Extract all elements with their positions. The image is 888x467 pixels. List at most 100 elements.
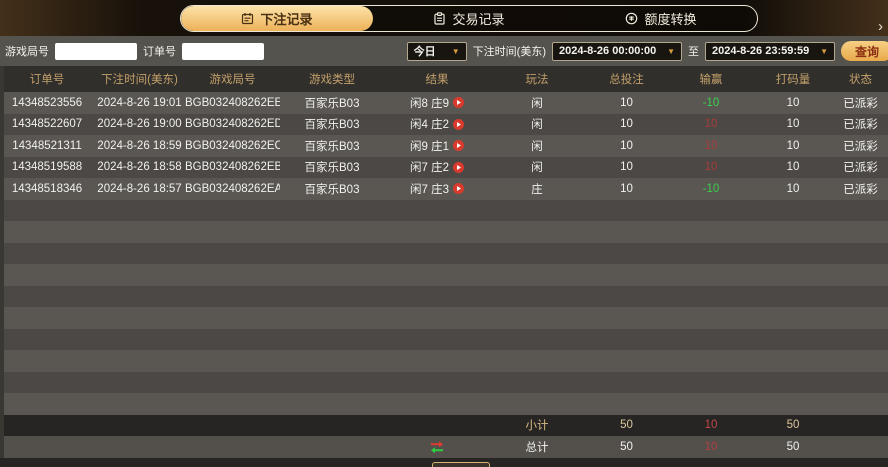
- cell-win-loss: 10: [704, 118, 718, 131]
- subtotal-win-loss: 10: [704, 419, 718, 432]
- header-bet-time: 下注时间(美东): [101, 74, 178, 86]
- bottom-strip: [0, 457, 888, 467]
- order-no-input[interactable]: [182, 42, 264, 60]
- chevron-down-icon: ▼: [820, 46, 828, 56]
- header-win-loss: 输赢: [699, 74, 723, 86]
- empty-row: [0, 393, 888, 415]
- subtotal-total-bet: 50: [620, 419, 633, 432]
- tab-label: 交易记录: [452, 11, 505, 27]
- bet-records-icon: [241, 12, 254, 25]
- empty-row: [0, 307, 888, 329]
- cell-order-no: 14348519588: [11, 161, 83, 174]
- tab-label: 额度转换: [644, 11, 697, 27]
- cell-total-bet: 10: [620, 118, 633, 131]
- tab-bet-records[interactable]: 下注记录: [181, 5, 373, 31]
- game-round-input[interactable]: [55, 42, 137, 60]
- header-turnover: 打码量: [775, 74, 811, 86]
- table-header-row: 订单号 下注时间(美东) 游戏局号 游戏类型 结果 玩法 总投注 输赢 打码量 …: [0, 66, 888, 92]
- result-text: 闲4 庄2: [410, 119, 449, 132]
- subtotal-label: 小计: [525, 420, 549, 433]
- cell-play: 闲: [531, 119, 543, 132]
- cell-win-loss: -10: [702, 96, 720, 109]
- transaction-records-icon: [433, 11, 446, 25]
- tab-transaction-records[interactable]: 交易记录: [373, 6, 565, 31]
- result-text: 闲9 庄1: [410, 140, 449, 153]
- cell-result: 闲7 庄2: [384, 159, 490, 175]
- total-total-bet: 50: [620, 440, 633, 453]
- to-label: 至: [688, 46, 699, 58]
- cell-round-no: BGB032408262ED: [185, 118, 280, 131]
- cell-status: 已派彩: [843, 140, 878, 153]
- cell-play: 闲: [531, 97, 543, 110]
- chevron-down-icon: ▼: [667, 46, 675, 56]
- cell-round-no: BGB032408262EC: [185, 139, 280, 152]
- empty-row: [0, 328, 888, 350]
- subtotal-row: 小计 50 10 50: [0, 414, 888, 436]
- quick-range-select[interactable]: 今日 ▼: [406, 41, 467, 61]
- tab-label: 下注记录: [260, 11, 313, 27]
- header-status: 状态: [849, 74, 872, 86]
- cell-bet-time: 2024-8-26 19:00: [97, 118, 182, 131]
- cell-game-type: 百家乐B03: [304, 183, 360, 196]
- pagination-control-partial[interactable]: [432, 461, 490, 467]
- records-table: 订单号 下注时间(美东) 游戏局号 游戏类型 结果 玩法 总投注 输赢 打码量 …: [0, 66, 888, 467]
- cell-round-no: BGB032408262EA: [185, 182, 280, 195]
- total-row: 总计 50 10 50: [0, 436, 888, 458]
- cell-total-bet: 10: [620, 161, 633, 174]
- cell-turnover: 10: [786, 182, 800, 195]
- table-row: 14348519588 2024-8-26 18:58 BGB032408262…: [0, 156, 888, 178]
- header-game-type: 游戏类型: [309, 74, 355, 86]
- header-round-no: 游戏局号: [209, 74, 256, 86]
- bet-time-label: 下注时间(美东): [472, 46, 546, 58]
- cell-total-bet: 10: [620, 182, 633, 195]
- empty-row: [0, 285, 888, 307]
- cell-result: 闲4 庄2: [384, 116, 490, 132]
- empty-row: [0, 199, 888, 221]
- filter-bar: 游戏局号 订单号 今日 ▼ 下注时间(美东) 2024-8-26 00:00:0…: [0, 36, 888, 66]
- result-text: 闲7 庄3: [410, 183, 449, 196]
- cell-result: 闲7 庄3: [384, 181, 490, 197]
- start-time-select[interactable]: 2024-8-26 00:00:00 ▼: [552, 41, 682, 61]
- tab-credit-transfer[interactable]: 额度转换: [565, 6, 757, 31]
- header-total-bet: 总投注: [609, 74, 644, 86]
- chevron-down-icon: ▼: [451, 46, 460, 56]
- end-time-value: 2024-8-26 23:59:59: [712, 45, 810, 57]
- cell-round-no: BGB032408262EE: [185, 96, 280, 109]
- end-time-select[interactable]: 2024-8-26 23:59:59 ▼: [705, 41, 835, 61]
- empty-row: [0, 350, 888, 372]
- table-row: 14348518346 2024-8-26 18:57 BGB032408262…: [0, 178, 888, 200]
- play-video-icon[interactable]: [453, 140, 464, 152]
- cell-status: 已派彩: [843, 97, 878, 110]
- play-video-icon[interactable]: [453, 118, 464, 130]
- cell-result: 闲8 庄9: [384, 95, 490, 111]
- refresh-swap-icon[interactable]: [429, 440, 445, 454]
- play-video-icon[interactable]: [453, 161, 464, 173]
- top-tab-bar: 下注记录 交易记录 额: [0, 0, 888, 36]
- cell-play: 闲: [531, 162, 543, 175]
- table-row: 14348522607 2024-8-26 19:00 BGB032408262…: [0, 113, 888, 135]
- header-result: 结果: [425, 74, 449, 86]
- cell-order-no: 14348521311: [12, 139, 82, 152]
- cell-play: 闲: [531, 140, 543, 153]
- cell-turnover: 10: [786, 96, 800, 109]
- cell-total-bet: 10: [620, 139, 633, 152]
- cell-win-loss: 10: [704, 161, 718, 174]
- play-video-icon[interactable]: [453, 97, 464, 109]
- result-text: 闲7 庄2: [410, 162, 449, 175]
- cell-game-type: 百家乐B03: [304, 162, 360, 175]
- empty-row: [0, 221, 888, 243]
- header-play: 玩法: [525, 74, 549, 86]
- header-order-no: 订单号: [29, 74, 65, 86]
- total-win-loss: 10: [704, 440, 718, 453]
- cell-win-loss: -10: [702, 182, 720, 195]
- table-row: 14348523556 2024-8-26 19:01 BGB032408262…: [0, 92, 888, 114]
- cell-status: 已派彩: [843, 183, 878, 196]
- collapse-chevron-icon[interactable]: ›: [878, 18, 883, 35]
- play-video-icon[interactable]: [453, 183, 464, 195]
- order-no-label: 订单号: [143, 46, 176, 58]
- total-turnover: 50: [786, 440, 800, 453]
- cell-bet-time: 2024-8-26 18:57: [97, 182, 182, 195]
- empty-row: [0, 264, 888, 286]
- search-button[interactable]: 查询: [841, 41, 888, 61]
